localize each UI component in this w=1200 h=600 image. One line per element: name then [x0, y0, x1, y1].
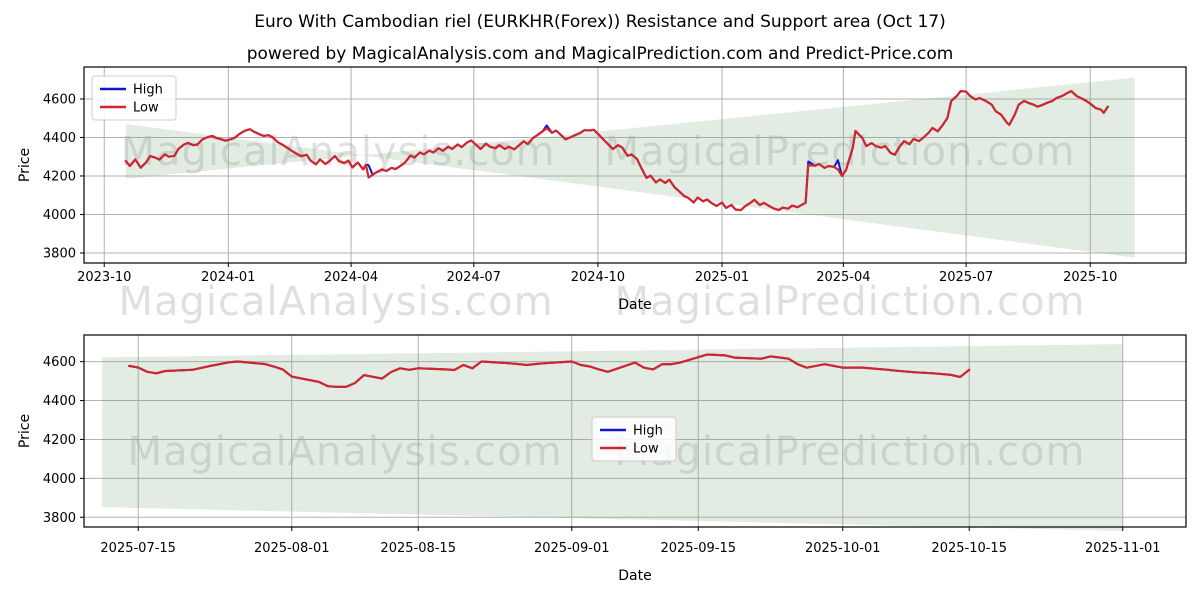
legend-high-label: High: [633, 424, 663, 439]
x-tick-labels: 2025-07-15 2025-08-01 2025-08-15 2025-09-01…: [100, 541, 1160, 556]
legend: High Low: [91, 75, 177, 121]
x-tick-labels: 2023-10 2024-01 2024-04 2024-07 2024-10 2025-…: [77, 270, 1117, 285]
legend-box: [91, 75, 177, 121]
x-tick-label: 2024-04: [324, 270, 378, 285]
y-tick-label: 3800: [43, 246, 76, 261]
x-tick-label: 2025-08-01: [254, 541, 330, 556]
y-tick-label: 4200: [43, 169, 76, 184]
legend-box: [591, 416, 677, 462]
x-tick-label: 2024-07: [447, 270, 501, 285]
x-tick-label: 2025-07: [939, 270, 993, 285]
x-tick-label: 2025-04: [816, 270, 870, 285]
x-tick-label: 2025-10-01: [805, 541, 881, 556]
x-tick-label: 2025-07-15: [100, 541, 176, 556]
y-tick-label: 4000: [43, 472, 76, 487]
x-tick-label: 2025-11-01: [1085, 541, 1161, 556]
x-tick-label: 2024-01: [201, 270, 255, 285]
legend-low-label: Low: [133, 101, 159, 116]
chart-recent-three-months: 2025-07-15 2025-08-01 2025-08-15 2025-09-01…: [17, 334, 1187, 584]
watermark-analysis-middle: MagicalAnalysis.com: [118, 279, 554, 325]
x-tick-label: 2025-09-15: [660, 541, 736, 556]
y-tick-labels: 3800 4000 4200 4400 4600: [43, 355, 76, 526]
watermark-analysis-top: MagicalAnalysis.com: [120, 129, 556, 175]
y-tick-label: 3800: [43, 511, 76, 526]
tick-marks: [80, 98, 1091, 267]
chart-full-history: 2023-10 2024-01 2024-04 2024-07 2024-10 2025-…: [17, 66, 1187, 313]
tick-marks: [80, 361, 1124, 531]
x-tick-label: 2025-10-15: [931, 541, 1007, 556]
y-axis-label: Price: [17, 414, 33, 448]
figure-subtitle: powered by MagicalAnalysis.com and Magic…: [246, 44, 954, 64]
x-tick-label: 2025-09-01: [534, 541, 610, 556]
x-axis-label: Date: [618, 568, 651, 584]
x-tick-label: 2025-08-15: [380, 541, 456, 556]
watermark-prediction-middle: MagicalPrediction.com: [614, 279, 1086, 325]
x-tick-label: 2025-10: [1063, 270, 1117, 285]
watermark-analysis-bottom: MagicalAnalysis.com: [127, 429, 563, 475]
axes-frame: [83, 66, 1187, 264]
legend-high-label: High: [133, 83, 163, 98]
x-tick-label: 2025-01: [695, 270, 749, 285]
low-line: [128, 353, 971, 388]
legend: High Low: [591, 416, 677, 462]
y-axis-label: Price: [17, 148, 33, 182]
legend-low-label: Low: [633, 442, 659, 457]
support-resistance-band: [125, 77, 1135, 258]
y-tick-label: 4600: [43, 355, 76, 370]
x-axis-label: Date: [618, 297, 651, 313]
y-tick-label: 4400: [43, 131, 76, 146]
y-tick-labels: 3800 4000 4200 4400 4600: [43, 92, 76, 261]
low-line: [124, 89, 1109, 212]
y-tick-label: 4600: [43, 92, 76, 107]
y-tick-label: 4400: [43, 394, 76, 409]
x-tick-label: 2024-10: [571, 270, 625, 285]
figure-title: Euro With Cambodian riel (EURKHR(Forex))…: [254, 12, 946, 32]
axes-frame: [83, 334, 1187, 528]
x-tick-label: 2023-10: [77, 270, 131, 285]
watermark-prediction-bottom: MagicalPrediction.com: [614, 429, 1086, 475]
y-tick-label: 4200: [43, 433, 76, 448]
y-tick-label: 4000: [43, 208, 76, 223]
